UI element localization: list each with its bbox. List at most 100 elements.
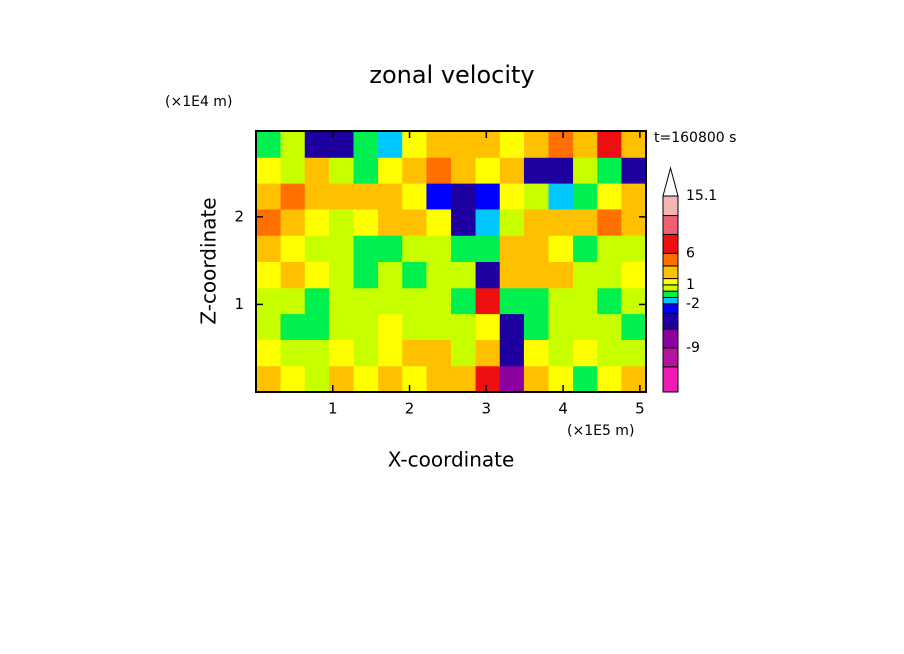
contour-cell [573, 365, 598, 393]
contour-cell [280, 183, 306, 210]
x-unit: (×1E5 m) [567, 423, 634, 439]
contour-cell [475, 287, 501, 315]
contour-cell [621, 157, 647, 184]
contour-cell [475, 365, 501, 393]
contour-cell [426, 235, 452, 262]
contour-cell [426, 313, 452, 340]
contour-cell [523, 183, 549, 210]
contour-cell [328, 208, 354, 236]
contour-cell [353, 183, 379, 210]
contour-cell [280, 208, 306, 236]
contour-cell [451, 313, 477, 340]
contour-cell [573, 261, 598, 289]
contour-cell [621, 183, 647, 210]
contour-cell [402, 157, 427, 184]
contour-cell [256, 157, 282, 184]
contour-cell [304, 313, 330, 340]
contour-cell [378, 235, 403, 262]
contour-cell [328, 261, 354, 289]
contour-cell [573, 235, 598, 262]
colorbar-box [662, 278, 679, 286]
contour-cell [256, 131, 282, 158]
y-unit: (×1E4 m) [165, 94, 232, 110]
colorbar-label: -9 [686, 340, 700, 356]
colorbar-extend [662, 166, 679, 197]
contour-cell [523, 261, 549, 289]
contour-cell [548, 208, 574, 236]
contour-cell [621, 313, 647, 340]
contour-cell [523, 365, 549, 393]
contour-cell [256, 313, 282, 340]
contour-cell [378, 365, 403, 393]
x-axis-title: X-coordinate [388, 448, 515, 472]
contour-cell [256, 365, 282, 393]
contour-cell [499, 235, 525, 262]
contour-cell [548, 157, 574, 184]
contour-cell [451, 339, 477, 367]
contour-cell [548, 365, 574, 393]
contour-cell [597, 365, 622, 393]
colorbar-label: 15.1 [686, 188, 717, 204]
colorbar-box [662, 265, 679, 280]
contour-cell [328, 287, 354, 315]
contour-cell [451, 235, 477, 262]
colorbar-box [662, 296, 679, 305]
x-tick-label: 2 [405, 400, 415, 418]
contour-cell [499, 287, 525, 315]
contour-cell [597, 131, 622, 158]
colorbar-box [662, 252, 679, 267]
contour-cell [451, 131, 477, 158]
contour-cell [378, 339, 403, 367]
contour-cell [621, 131, 647, 158]
contour-cell [402, 261, 427, 289]
contour-cell [523, 157, 549, 184]
contour-cell [573, 157, 598, 184]
contour-cell [378, 131, 403, 158]
chart-title: zonal velocity [369, 61, 534, 89]
contour-cell [426, 261, 452, 289]
contour-cell [426, 131, 452, 158]
contour-cell [280, 365, 306, 393]
contour-cell [621, 339, 647, 367]
contour-cell [621, 287, 647, 315]
contour-cell [353, 157, 379, 184]
contour-cell [256, 339, 282, 367]
contour-cell [304, 208, 330, 236]
contour-cell [402, 313, 427, 340]
contour-cell [451, 183, 477, 210]
contour-cell [499, 157, 525, 184]
contour-cell [451, 261, 477, 289]
contour-cell [304, 183, 330, 210]
contour-cell [621, 261, 647, 289]
contour-cell [280, 313, 306, 340]
contour-cell [548, 235, 574, 262]
y-tick-label: 1 [234, 295, 244, 313]
colorbar-box [662, 347, 679, 368]
contour-cell [451, 287, 477, 315]
colorbar-label: -2 [686, 296, 700, 312]
contour-cell [523, 313, 549, 340]
contour-cell [499, 261, 525, 289]
contour-cell [475, 208, 501, 236]
contour-cell [426, 287, 452, 315]
contour-cell [256, 261, 282, 289]
contour-cell [573, 131, 598, 158]
contour-cell [280, 157, 306, 184]
contour-cell [304, 365, 330, 393]
contour-cell [353, 313, 379, 340]
contour-cell [548, 313, 574, 340]
contour-cell [402, 183, 427, 210]
contour-cell [378, 287, 403, 315]
contour-cell [451, 157, 477, 184]
colorbar-box [662, 215, 679, 235]
contour-cell [573, 313, 598, 340]
colorbar-box [662, 233, 679, 254]
contour-cell [523, 131, 549, 158]
contour-cell [451, 208, 477, 236]
contour-cell [597, 183, 622, 210]
y-axis-title: Z-coordinate [197, 197, 221, 324]
contour-cell [499, 365, 525, 393]
contour-cell [402, 235, 427, 262]
contour-cell [597, 261, 622, 289]
